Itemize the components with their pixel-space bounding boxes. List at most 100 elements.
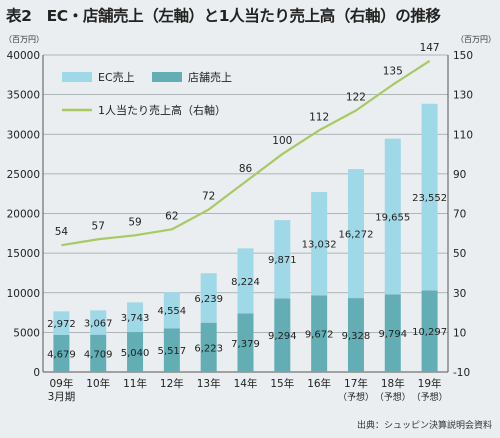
- right-tick-label: 110: [453, 129, 473, 141]
- per-person-data-label: 59: [128, 216, 141, 228]
- per-person-data-label: 112: [309, 111, 329, 123]
- source-note: 出典：シュッピン決算説明会資料: [356, 421, 492, 431]
- left-tick-label: 20000: [7, 209, 40, 221]
- right-tick-label: 10: [453, 327, 466, 339]
- chart-title: 表2 EC・店舗売上（左軸）と1人当たり売上高（右軸）の推移: [6, 7, 441, 25]
- right-tick-label: 50: [453, 248, 466, 260]
- bar-ec-sales: [311, 192, 328, 296]
- store-sales-data-label: 5,517: [158, 346, 187, 357]
- category-sublabel: （予想）: [412, 391, 448, 403]
- store-sales-data-label: 4,679: [47, 349, 76, 360]
- legend-label-line: 1人当たり売上高（右軸）: [98, 103, 226, 117]
- left-tick-label: 30000: [7, 129, 40, 141]
- category-label: 15年: [270, 377, 294, 390]
- category-sublabel: （予想）: [338, 391, 374, 403]
- bar-ec-sales: [384, 138, 401, 295]
- line-sales-per-person: [61, 60, 431, 247]
- right-tick-label: 150: [453, 50, 473, 62]
- right-tick-label: 30: [453, 288, 466, 300]
- left-tick-label: 25000: [7, 169, 40, 181]
- bar-store-sales: [237, 313, 254, 372]
- per-person-data-label: 135: [383, 66, 403, 78]
- left-tick-label: 15000: [7, 248, 40, 260]
- ec-sales-data-label: 4,554: [158, 306, 187, 317]
- legend-swatch-store: [152, 72, 182, 82]
- store-sales-data-label: 9,328: [342, 331, 371, 342]
- per-person-data-label: 122: [346, 91, 366, 103]
- right-tick-label: 70: [453, 209, 466, 221]
- bar-store-sales: [163, 328, 180, 372]
- bar-ec-sales: [90, 310, 107, 335]
- category-label: 18年: [381, 377, 405, 390]
- bar-store-sales: [53, 334, 70, 372]
- category-label: 19年: [418, 377, 442, 390]
- left-tick-label: 40000: [7, 50, 40, 62]
- ec-sales-data-label: 8,224: [231, 277, 260, 288]
- category-label: 12年: [160, 377, 184, 390]
- category-label: 14年: [234, 377, 258, 390]
- left-tick-label: 0: [33, 367, 40, 379]
- bar-store-sales: [311, 295, 328, 372]
- per-person-data-label: 147: [420, 42, 440, 54]
- left-tick-label: 5000: [13, 327, 40, 339]
- bar-store-sales: [421, 290, 438, 372]
- per-person-data-label: 54: [55, 226, 69, 238]
- store-sales-data-label: 9,294: [268, 331, 297, 342]
- category-label: 17年: [344, 377, 368, 390]
- bar-store-sales: [127, 332, 144, 372]
- ec-sales-data-label: 16,272: [338, 230, 373, 241]
- bar-ec-sales: [274, 220, 291, 299]
- store-sales-data-label: 7,379: [231, 339, 260, 350]
- bar-store-sales: [384, 294, 401, 372]
- category-label: 13年: [197, 377, 221, 390]
- category-label: 11年: [123, 377, 147, 390]
- left-tick-label: 35000: [7, 90, 40, 102]
- legend-label-store: 店舗売上: [188, 70, 232, 84]
- ec-sales-data-label: 3,067: [84, 319, 113, 330]
- left-tick-label: 10000: [7, 288, 40, 300]
- per-person-data-label: 57: [92, 220, 105, 232]
- legend-swatch-ec: [62, 72, 92, 82]
- bar-ec-sales: [421, 103, 438, 291]
- legend-label-ec: EC売上: [98, 71, 135, 84]
- store-sales-data-label: 6,223: [194, 343, 223, 354]
- right-axis-unit: （百万円）: [456, 35, 496, 44]
- bar-ec-sales: [127, 302, 144, 333]
- ec-sales-data-label: 3,743: [121, 313, 150, 324]
- ec-sales-data-label: 19,655: [375, 212, 410, 223]
- store-sales-data-label: 4,709: [84, 349, 113, 360]
- category-sublabel: （予想）: [375, 391, 411, 403]
- bar-ec-sales: [163, 292, 180, 329]
- right-tick-label: 90: [453, 169, 466, 181]
- bar-ec-sales: [200, 273, 217, 323]
- category-label: 10年: [86, 377, 110, 390]
- category-label: 09年: [49, 377, 73, 390]
- bar-store-sales: [90, 334, 107, 372]
- category-label: 16年: [307, 377, 331, 390]
- right-tick-label: -10: [453, 367, 470, 379]
- bar-ec-sales: [53, 311, 70, 335]
- category-sublabel: 3月期: [48, 391, 76, 403]
- ec-sales-data-label: 2,972: [47, 319, 76, 330]
- store-sales-data-label: 9,672: [305, 330, 334, 341]
- bar-store-sales: [347, 298, 364, 372]
- per-person-data-label: 62: [165, 210, 178, 222]
- per-person-data-label: 100: [272, 135, 292, 147]
- ec-sales-data-label: 23,552: [412, 193, 447, 204]
- ec-sales-data-label: 9,871: [268, 255, 297, 266]
- bar-ec-sales: [347, 169, 364, 299]
- per-person-data-label: 72: [202, 191, 215, 203]
- left-axis-unit: （百万円）: [4, 35, 44, 44]
- bar-store-sales: [200, 322, 217, 372]
- store-sales-data-label: 10,297: [412, 327, 447, 338]
- per-person-data-label: 86: [239, 163, 253, 175]
- right-tick-label: 130: [453, 90, 473, 102]
- store-sales-data-label: 9,794: [378, 329, 407, 340]
- ec-sales-data-label: 13,032: [302, 240, 337, 251]
- ec-sales-data-label: 6,239: [194, 294, 223, 305]
- bar-store-sales: [274, 298, 291, 372]
- store-sales-data-label: 5,040: [121, 348, 150, 359]
- bar-ec-sales: [237, 248, 254, 314]
